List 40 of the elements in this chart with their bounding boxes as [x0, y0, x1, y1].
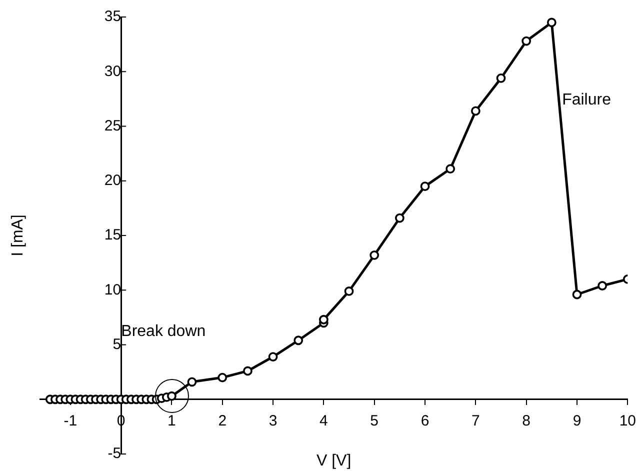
point [572, 290, 582, 300]
x-tick-label: 8 [522, 412, 531, 430]
point [546, 18, 556, 28]
x-tick-label: 9 [572, 412, 582, 430]
x-tick-label: 1 [168, 412, 176, 430]
point [470, 106, 480, 116]
x-axis-title: V [V] [316, 452, 352, 470]
y-tick-label: 30 [104, 62, 122, 80]
x-tick-label: 4 [320, 412, 328, 430]
point [268, 352, 278, 362]
point [344, 286, 354, 296]
y-tick-label: 20 [104, 172, 122, 190]
y-tick-label: -5 [108, 445, 122, 462]
point [394, 213, 404, 223]
x-tick-label: 5 [370, 412, 379, 430]
point [522, 36, 532, 46]
point [243, 366, 252, 376]
y-tick-label: 15 [104, 226, 122, 244]
point [446, 164, 456, 174]
x-tick-label: -1 [64, 412, 78, 430]
point [218, 372, 228, 382]
point [294, 336, 304, 346]
y-axis-title: I [mA] [9, 214, 26, 256]
y-tick-label: 10 [104, 281, 122, 298]
x-tick-label: 6 [420, 412, 430, 430]
annotation: Break down [121, 323, 206, 340]
y-tick-label: 35 [104, 8, 122, 26]
y-tick-label: 5 [112, 336, 122, 353]
point [598, 281, 608, 290]
point [187, 377, 197, 387]
x-tick-label: 10 [619, 412, 636, 430]
point [318, 314, 328, 324]
x-tick-label: 2 [218, 412, 227, 430]
point [370, 250, 380, 260]
point [496, 73, 506, 83]
y-tick-label: 25 [104, 117, 122, 134]
point [420, 182, 430, 192]
x-tick-label: 3 [268, 412, 278, 430]
x-tick-label: 7 [472, 412, 480, 430]
annotation: Failure [562, 91, 612, 108]
